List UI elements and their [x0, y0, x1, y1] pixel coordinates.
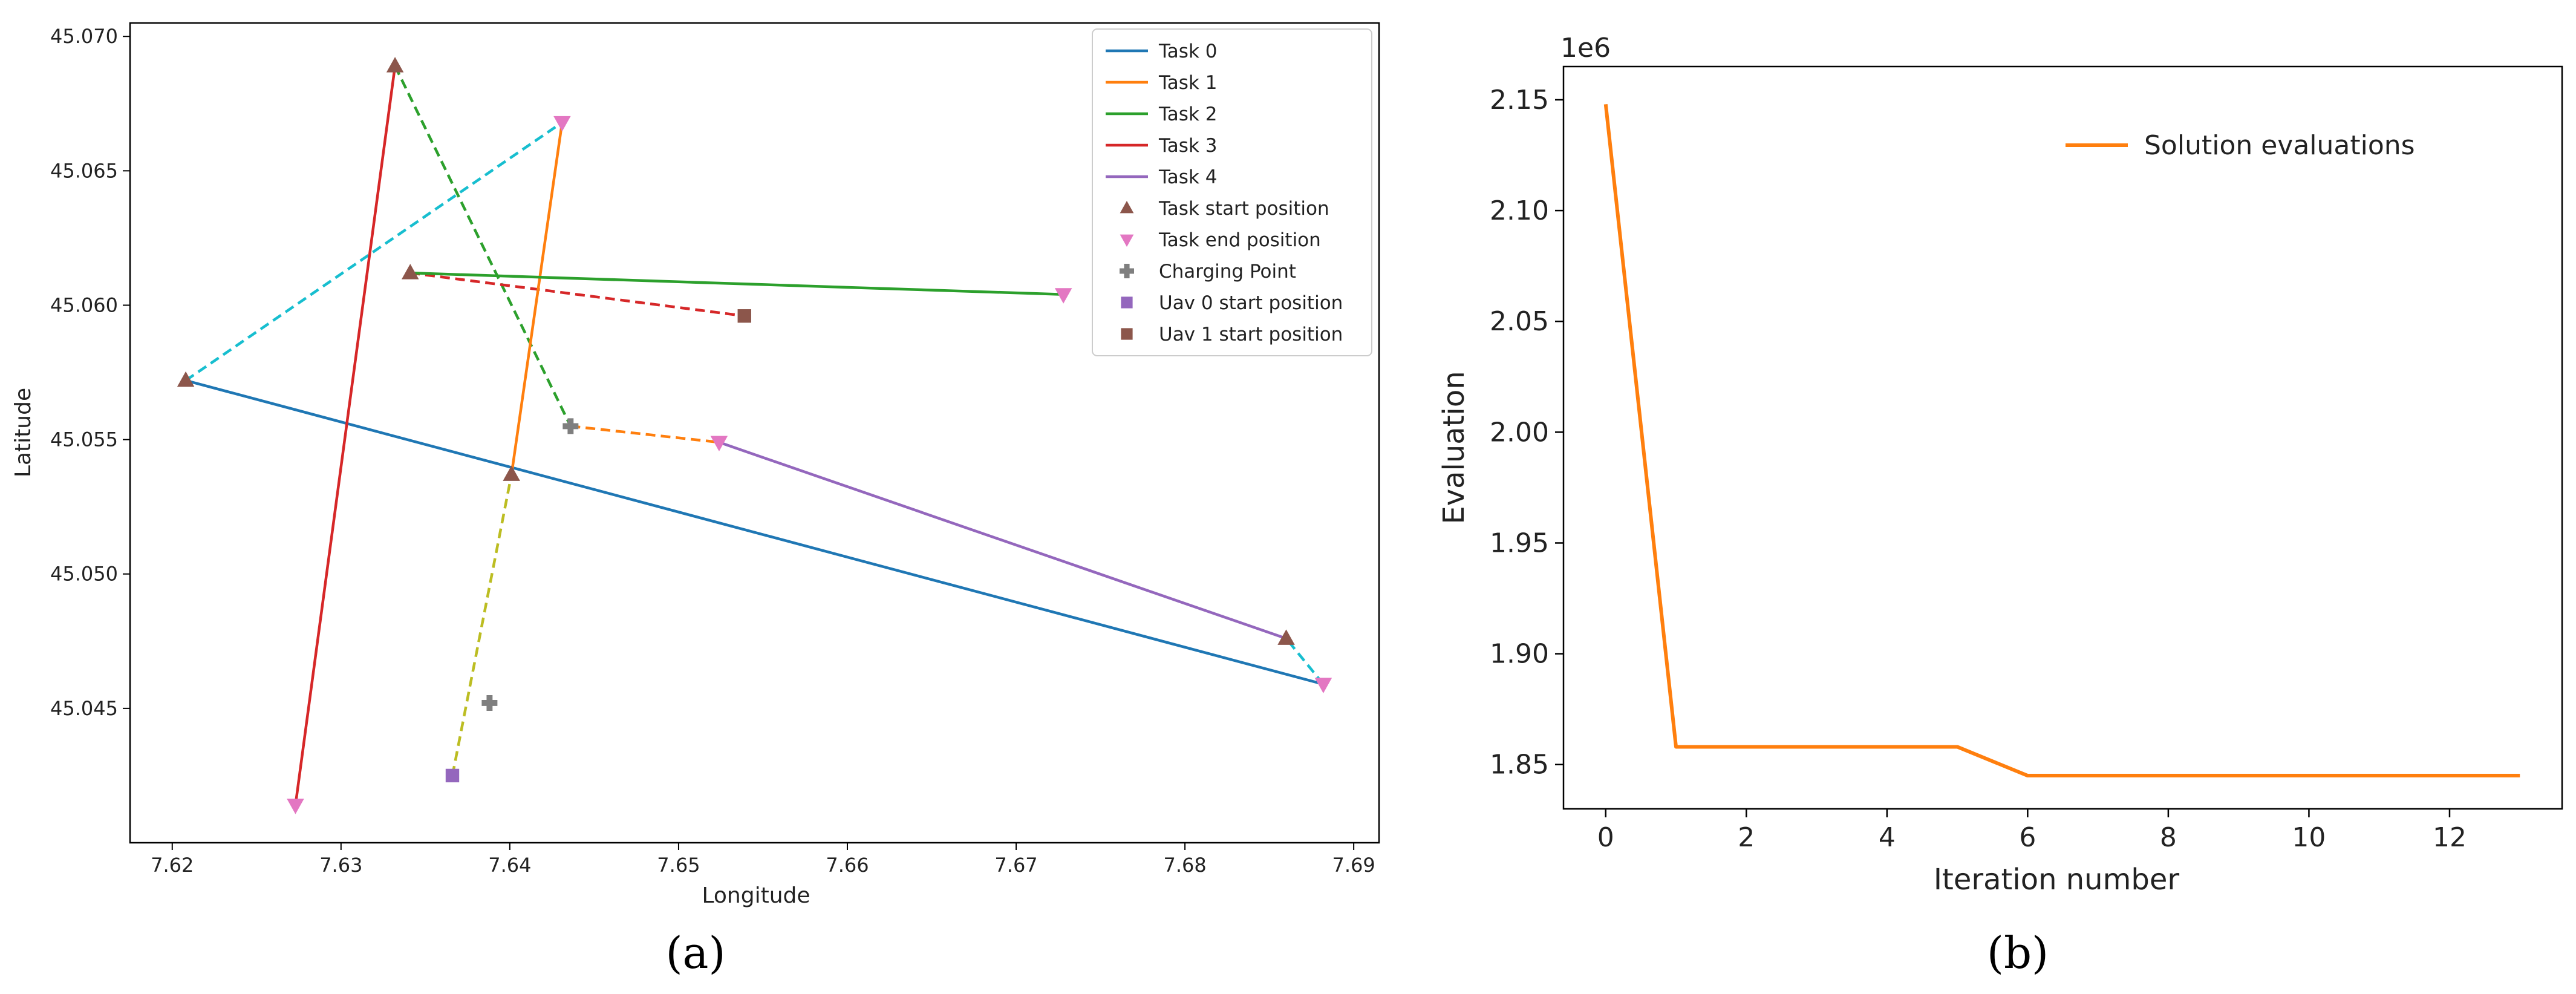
uav0-start-marker: [445, 768, 460, 783]
task-3-line: [294, 65, 397, 806]
task-start-marker: [401, 264, 419, 280]
legend-label-a: Task 2: [1158, 103, 1217, 125]
charging-point-marker: [562, 418, 579, 434]
x-tick-label-b: 0: [1597, 822, 1614, 853]
legend-frame-a: [1092, 28, 1372, 356]
y-tick-label-a: 45.060: [50, 293, 118, 316]
legend-label-a: Task start position: [1158, 198, 1329, 220]
x-tick-label-b: 6: [2019, 822, 2036, 853]
y-tick-label-a: 45.055: [50, 428, 118, 451]
task-end-marker: [1054, 288, 1072, 304]
legend-label-a: Task 1: [1158, 72, 1217, 94]
x-tick-label-b: 2: [1738, 822, 1755, 853]
y-tick-label-a: 45.045: [50, 697, 118, 720]
x-tick-label-a: 7.68: [1163, 854, 1206, 877]
task-end-marker: [287, 799, 304, 814]
task-0-line: [185, 379, 1324, 686]
legend-swatch-a: [1121, 328, 1133, 340]
axes-frame-b: [1562, 65, 2563, 810]
task-end-marker: [710, 436, 728, 452]
series-line-0: [1603, 103, 2520, 778]
charging-point-marker: [481, 695, 498, 711]
legend-label-a: Uav 0 start position: [1159, 292, 1343, 314]
x-tick-label-a: 7.67: [994, 854, 1037, 877]
transition-path: [1285, 637, 1325, 685]
y-tick-label-b: 1.85: [1490, 750, 1549, 780]
legend-a: Task 0 Task 1 Task 2 Task 3 Task 4 Task start…: [1092, 28, 1372, 356]
caption-a: (a): [665, 927, 725, 978]
transition-path: [451, 474, 513, 776]
transition-path: [570, 425, 720, 444]
legend-label-b: Solution evaluations: [2144, 130, 2415, 161]
axes-frame-a: [129, 22, 1380, 844]
legend-swatch-a: [1121, 296, 1133, 309]
x-axis-label-b: Iteration number: [1934, 863, 2179, 897]
task-start-marker: [503, 465, 520, 481]
x-tick-label-b: 4: [1879, 822, 1896, 853]
y-tick-label-b: 2.00: [1490, 417, 1549, 448]
transition-path: [409, 271, 745, 318]
legend-swatch-a: [1120, 234, 1134, 247]
task-start-marker: [1277, 629, 1295, 645]
legend-label-a: Task 0: [1158, 41, 1217, 62]
y-tick-label-b: 2.05: [1490, 306, 1549, 337]
legend-label-a: Charging Point: [1159, 261, 1296, 283]
y-axis-label-a: Latitude: [11, 388, 36, 477]
x-tick-label-b: 8: [2160, 822, 2177, 853]
task-end-marker: [553, 116, 571, 132]
x-tick-label-a: 7.63: [319, 854, 362, 877]
legend-swatch-a: [1120, 201, 1134, 214]
task-start-marker: [177, 371, 195, 387]
uav1-start-marker: [737, 309, 751, 323]
caption-b: (b): [1987, 927, 2049, 978]
task-2-line: [410, 271, 1064, 296]
plot-area-b: 0 2 4 6 8 10 12 1.85 1.90 1.95 2.00 2.05 2.10 2.15: [1490, 65, 2563, 853]
y-tick-label-b: 1.90: [1490, 639, 1549, 670]
legend-b: Solution evaluations: [2066, 130, 2415, 161]
task-start-marker: [386, 57, 404, 73]
y-axis-label-b: Evaluation: [1437, 371, 1471, 524]
x-tick-label-b: 12: [2433, 822, 2467, 853]
x-tick-label-b: 10: [2292, 822, 2326, 853]
x-tick-label-a: 7.64: [488, 854, 531, 877]
task-1-line: [510, 122, 564, 475]
plot-area-a: 7.62 7.63 7.64 7.65 7.66 7.67 7.68 7.69 45.045 45…: [50, 22, 1380, 877]
transition-path: [394, 65, 572, 427]
task-4-line: [719, 440, 1287, 640]
panel-b-chart: 0 2 4 6 8 10 12 1.85 1.90 1.95 2.00 2.05 2.10 2.15 1e…: [1437, 33, 2563, 978]
panel-a-chart: 7.62 7.63 7.64 7.65 7.66 7.67 7.68 7.69 45.045 45…: [11, 22, 1380, 978]
y-tick-label-b: 1.95: [1490, 528, 1549, 558]
x-tick-label-a: 7.69: [1332, 854, 1375, 877]
legend-swatch-a: [1120, 264, 1134, 278]
y-tick-label-b: 2.15: [1490, 85, 1549, 116]
y-tick-label-b: 2.10: [1490, 195, 1549, 226]
x-tick-label-a: 7.62: [151, 854, 194, 877]
y-tick-label-a: 45.050: [50, 563, 118, 586]
offset-label-b: 1e6: [1560, 33, 1611, 64]
x-tick-label-a: 7.66: [826, 854, 869, 877]
legend-label-a: Task 3: [1158, 135, 1217, 157]
y-tick-label-a: 45.065: [50, 159, 118, 182]
legend-label-a: Uav 1 start position: [1159, 324, 1343, 345]
task-end-marker: [1314, 678, 1332, 693]
x-tick-label-a: 7.65: [657, 854, 700, 877]
transition-path: [184, 121, 563, 382]
x-axis-label-a: Longitude: [702, 883, 810, 908]
legend-label-a: Task end position: [1158, 229, 1321, 251]
legend-label-a: Task 4: [1158, 166, 1217, 188]
y-tick-label-a: 45.070: [50, 25, 118, 48]
